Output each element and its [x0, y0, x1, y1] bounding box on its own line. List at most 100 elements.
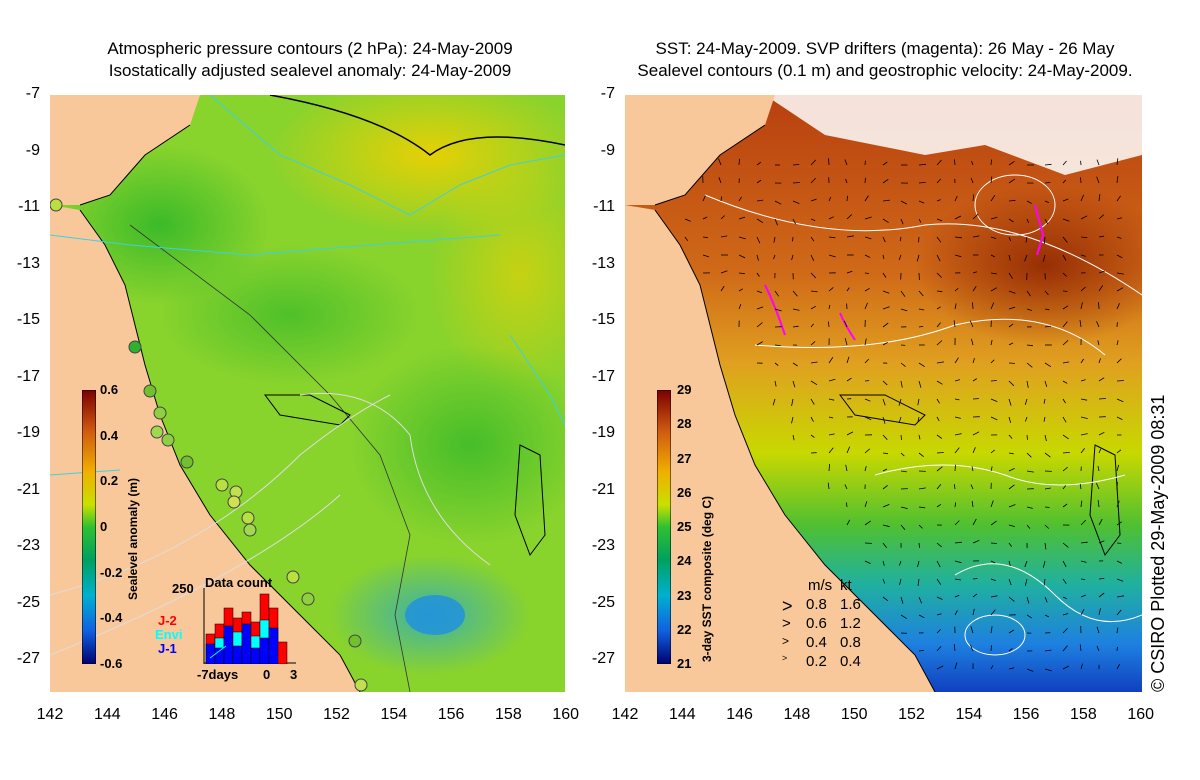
- velocity-vector: [970, 177, 974, 184]
- velocity-vector: [1062, 321, 1068, 328]
- velocity-vector: [990, 272, 997, 275]
- velocity-ms-value: 0.8: [806, 596, 827, 613]
- velocity-vector: [1062, 466, 1068, 472]
- velocity-vector: [828, 304, 831, 310]
- sealevel-colorbar: [82, 390, 96, 664]
- velocity-vector: [954, 195, 958, 202]
- velocity-vector: [1044, 487, 1051, 490]
- velocity-vector: [1097, 340, 1100, 346]
- velocity-vector: [1116, 158, 1119, 166]
- velocity-vector: [1098, 608, 1101, 616]
- velocity-vector: [882, 199, 890, 202]
- colorbar-tick: -0.2: [100, 564, 123, 580]
- velocity-vector: [810, 198, 817, 202]
- velocity-vector: [954, 578, 961, 581]
- velocity-vector: [936, 306, 941, 310]
- velocity-vector: [954, 254, 962, 258]
- velocity-vector: [936, 665, 944, 670]
- velocity-vector: [1080, 236, 1088, 238]
- velocity-vector: [936, 434, 943, 439]
- colorbar-tick: 0.6: [100, 382, 119, 397]
- velocity-vector: [1008, 596, 1015, 602]
- colorbar-tick: 23: [677, 587, 692, 603]
- velocity-vector: [900, 470, 907, 473]
- velocity-vector: [990, 520, 997, 526]
- latitude-tick: -23: [591, 537, 615, 554]
- velocity-vector: [1062, 485, 1067, 490]
- velocity-vector: [918, 596, 922, 604]
- velocity-vector: [1026, 362, 1033, 368]
- velocity-vector: [954, 560, 962, 564]
- velocity-vector: [1116, 464, 1120, 472]
- velocity-arrow-icon: >: [782, 634, 790, 648]
- velocity-vector: [1098, 235, 1105, 238]
- latitude-tick: -21: [591, 480, 615, 498]
- velocity-vector: [1098, 270, 1105, 274]
- velocity-vector: [864, 272, 870, 274]
- velocity-vector: [756, 236, 761, 244]
- velocity-vector: [936, 322, 941, 328]
- velocity-vector: [1062, 665, 1070, 670]
- velocity-vector: [1008, 416, 1012, 424]
- data-count-x-end: 3: [290, 667, 298, 682]
- velocity-vector: [1062, 340, 1069, 346]
- velocity-vector: [1062, 179, 1067, 184]
- velocity-vector: [1026, 200, 1032, 204]
- velocity-vector: [972, 213, 979, 220]
- velocity-vector: [1044, 200, 1050, 203]
- velocity-vector: [1098, 540, 1105, 544]
- velocity-vector: [1096, 176, 1100, 184]
- velocity-vector: [990, 626, 993, 634]
- velocity-kt-value: 0.4: [840, 653, 861, 670]
- velocity-vector: [882, 236, 886, 243]
- velocity-vector: [918, 380, 922, 388]
- data-count-histogram: [203, 588, 296, 664]
- velocity-vector: [972, 194, 975, 202]
- velocity-vector: [990, 665, 994, 670]
- velocity-vector: [1008, 380, 1015, 387]
- velocity-vector: [1079, 320, 1082, 328]
- velocity-vector: [756, 322, 763, 328]
- velocity-vector: [1062, 236, 1068, 243]
- velocity-vector: [936, 578, 942, 585]
- velocity-vector: [1024, 398, 1028, 406]
- velocity-vector: [1026, 344, 1033, 347]
- velocity-vector: [898, 416, 902, 424]
- velocity-vector: [1097, 500, 1100, 508]
- velocity-vector: [1008, 560, 1011, 567]
- colorbar-tick: 0: [100, 519, 108, 534]
- velocity-vector: [1044, 614, 1049, 618]
- velocity-vector: [1044, 362, 1052, 368]
- velocity-vector: [936, 290, 943, 293]
- velocity-vector: [972, 540, 980, 544]
- velocity-vector: [918, 614, 925, 619]
- velocity-vector: [864, 448, 871, 454]
- velocity-vector: [774, 308, 782, 312]
- sst-map: [625, 95, 1142, 692]
- velocity-vector: [1116, 521, 1123, 526]
- right-map-title: SST: 24-May-2009. SVP drifters (magenta)…: [600, 38, 1170, 82]
- velocity-vector: [846, 214, 852, 220]
- velocity-vector: [1026, 614, 1033, 619]
- velocity-vector: [882, 322, 889, 328]
- velocity-vector: [1062, 198, 1069, 202]
- latitude-tick: -15: [591, 311, 615, 328]
- longitude-tick: 160: [552, 706, 580, 723]
- velocity-vector: [936, 218, 943, 222]
- velocity-vector: [882, 398, 886, 406]
- velocity-vector: [1116, 500, 1120, 508]
- velocity-vector: [1116, 560, 1122, 564]
- velocity-vector: [1096, 483, 1100, 490]
- velocity-vector: [792, 362, 798, 367]
- velocity-vector: [810, 416, 814, 422]
- velocity-vector: [1080, 358, 1084, 364]
- velocity-arrow-icon: >: [782, 615, 791, 632]
- velocity-vector: [1116, 398, 1124, 403]
- velocity-vector: [936, 483, 942, 490]
- velocity-vector: [1116, 254, 1123, 259]
- right-title-line2: Sealevel contours (0.1 m) and geostrophi…: [637, 61, 1133, 80]
- velocity-vector: [918, 236, 920, 243]
- velocity-vector: [1008, 178, 1016, 184]
- velocity-vector: [864, 236, 872, 240]
- velocity-kt-value: 1.2: [840, 615, 861, 632]
